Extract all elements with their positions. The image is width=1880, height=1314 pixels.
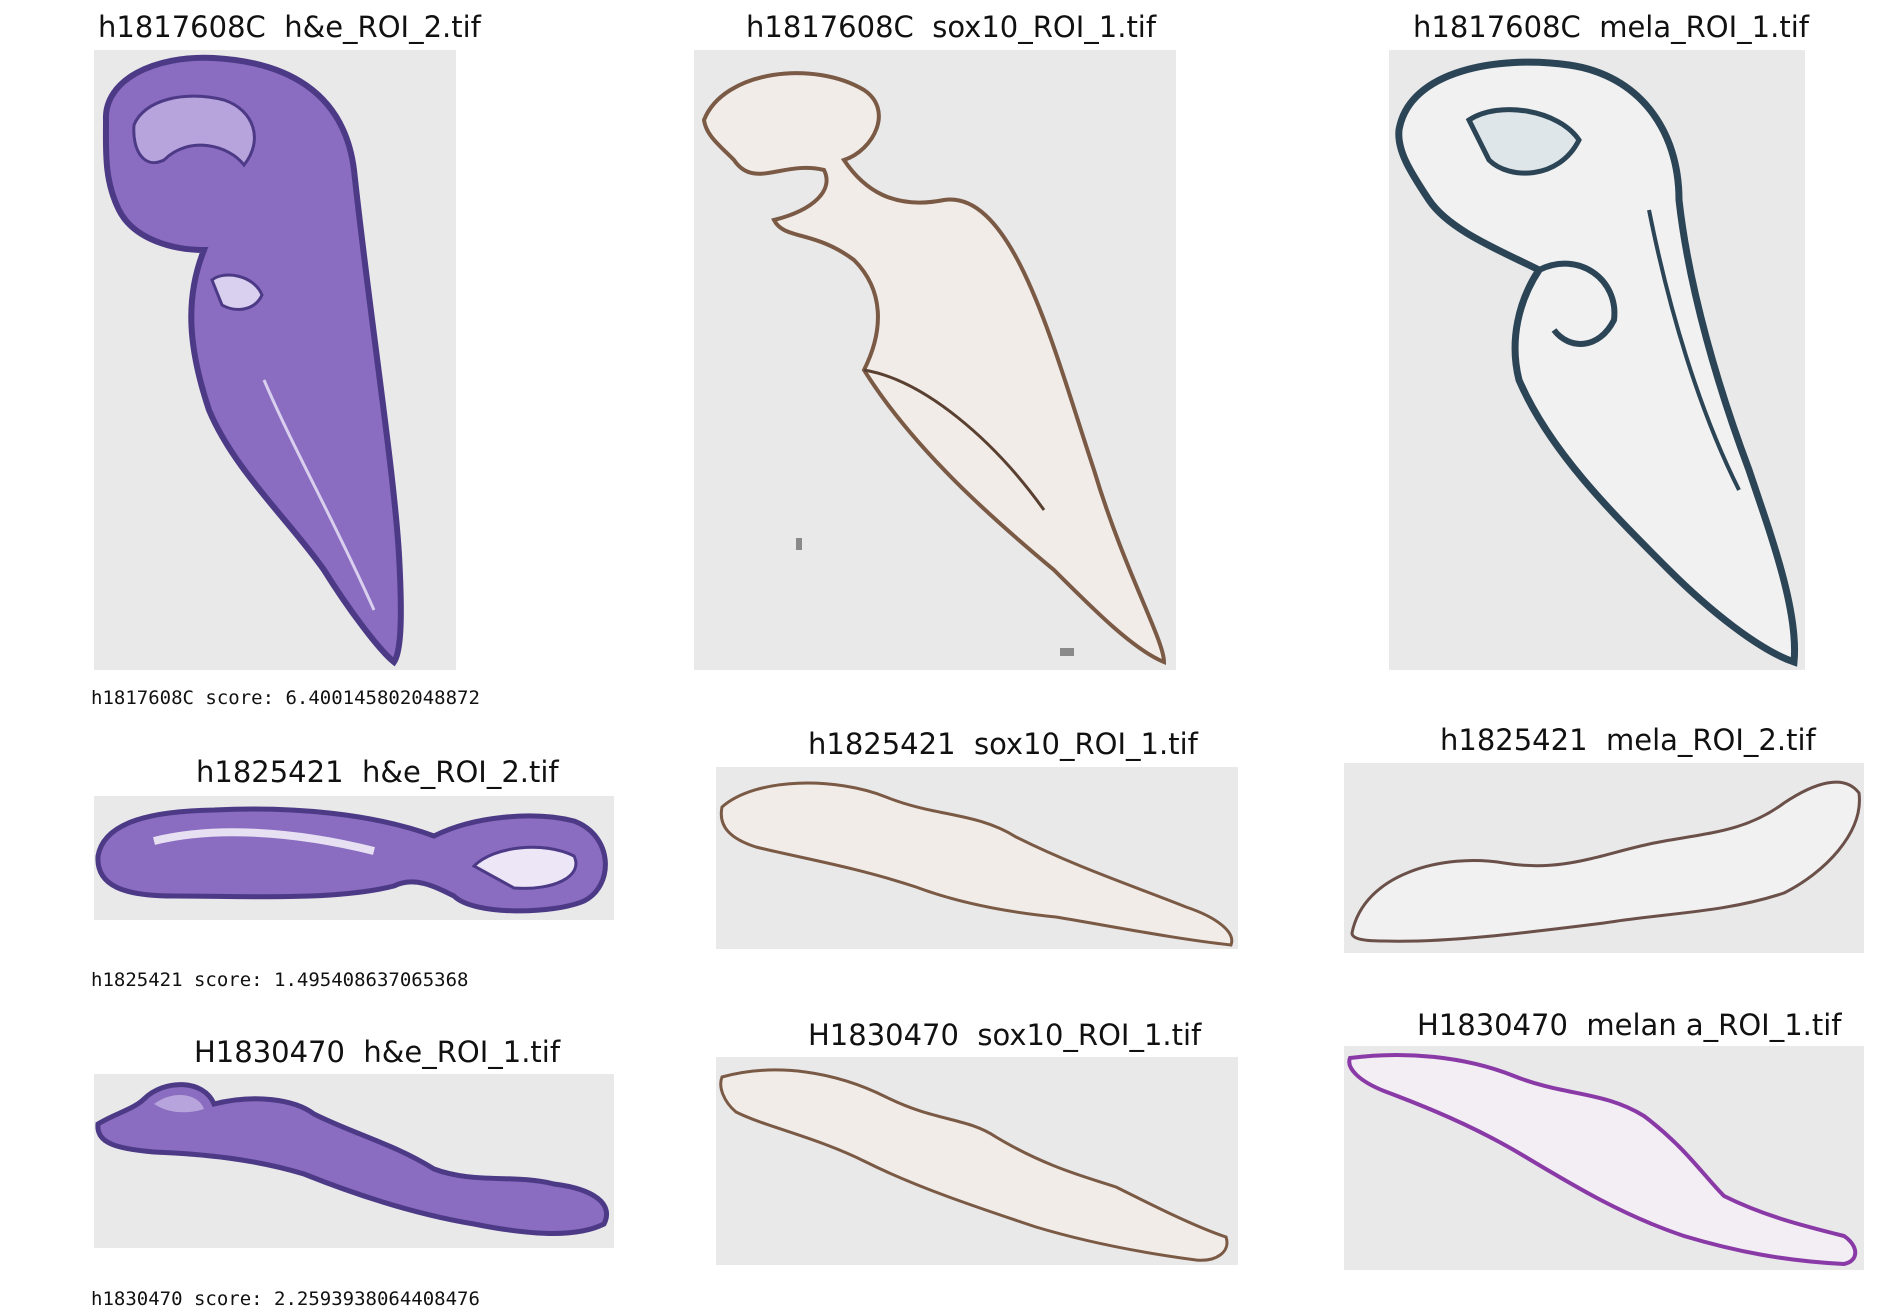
- panel-title: h1825421 sox10_ROI_1.tif: [808, 727, 1198, 761]
- panel-title: h1817608C h&e_ROI_2.tif: [98, 10, 481, 44]
- score-text: h1825421 score: 1.495408637065368: [91, 969, 469, 991]
- panel-title: h1817608C mela_ROI_1.tif: [1413, 10, 1809, 44]
- panel-title: H1830470 h&e_ROI_1.tif: [194, 1035, 561, 1069]
- score-text: h1817608C score: 6.400145802048872: [91, 687, 480, 709]
- panel-title: H1830470 melan a_ROI_1.tif: [1417, 1008, 1842, 1042]
- panel-title: H1830470 sox10_ROI_1.tif: [808, 1018, 1202, 1052]
- tissue-image-he: [94, 50, 456, 670]
- tissue-image-mela: [1344, 763, 1864, 953]
- tissue-image-he: [94, 796, 614, 920]
- score-text: h1830470 score: 2.2593938064408476: [91, 1288, 480, 1310]
- tissue-image-melan-a: [1344, 1046, 1864, 1270]
- tissue-image-sox10: [716, 767, 1238, 949]
- tissue-image-sox10: [694, 50, 1176, 670]
- tissue-image-sox10: [716, 1057, 1238, 1265]
- panel-title: h1825421 h&e_ROI_2.tif: [196, 755, 559, 789]
- panel-title: h1817608C sox10_ROI_1.tif: [746, 10, 1157, 44]
- tissue-image-he: [94, 1074, 614, 1248]
- panel-title: h1825421 mela_ROI_2.tif: [1440, 723, 1816, 757]
- tissue-image-mela: [1389, 50, 1805, 670]
